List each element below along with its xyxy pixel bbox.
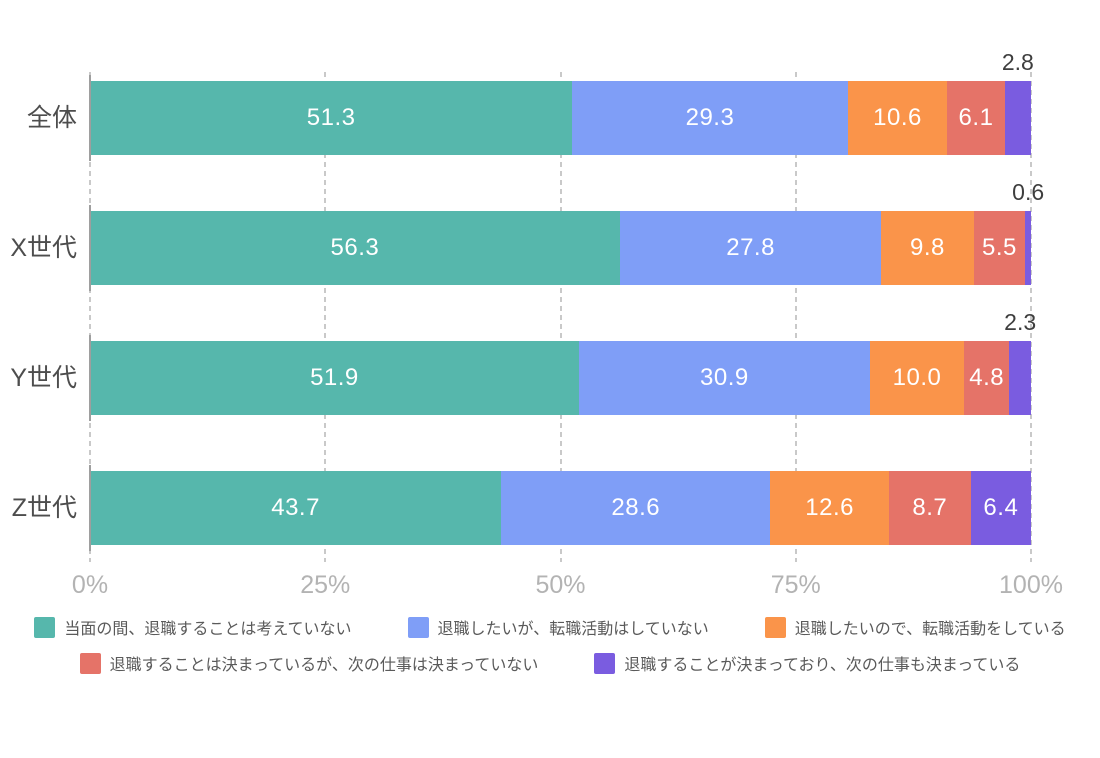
bar-segment: 27.8 [619,211,882,285]
x-axis-tick-label: 50% [535,571,586,599]
legend: 当面の間、退職することは考えていない 退職したいが、転職活動はしていない 退職したい… [20,615,1080,675]
bar-segment: 51.9 [90,341,579,415]
bar-row-X世代: X世代 56.3 27.8 9.8 5.5 0.6 [10,179,1044,291]
bar-row-Z世代: Z世代 43.7 28.6 12.6 8.7 6.4 [12,465,1031,551]
segment-value-label: 10.0 [892,364,942,391]
legend-item: 退職したいが、転職活動はしていない [407,615,709,639]
gridline [324,72,327,562]
segment-value-label: 4.8 [969,364,1005,391]
axis-tick-segment [89,205,91,291]
segment-value-label: 12.6 [805,494,854,521]
bar-segment [1025,211,1031,285]
legend-label: 当面の間、退職することは考えていない [64,621,352,638]
bar-segment: 56.3 [90,211,620,285]
category-label: X世代 [10,234,77,262]
segment-value-label: 5.5 [982,234,1017,261]
legend-label: 退職することは決まっているが、次の仕事は決まっていない [109,657,539,674]
bar-segment: 29.3 [572,81,848,155]
x-axis-tick-label: 0% [71,571,109,599]
gridline [559,72,562,562]
legend-swatch-icon [34,616,56,638]
bar-row-Y世代: Y世代 51.9 30.9 10.0 4.8 2.3 [10,309,1036,421]
segment-value-label: 29.3 [685,104,735,131]
segment-value-label: 6.4 [983,494,1019,521]
bar-segment: 30.9 [578,341,870,415]
x-axis-tick-label: 100% [999,571,1063,599]
segment-value-label: 51.9 [310,364,359,391]
bar-segment: 43.7 [90,471,502,545]
legend-swatch-icon [594,652,616,674]
x-axis-tick-label: 25% [300,571,351,599]
bar-segment: 8.7 [888,471,971,545]
axis-tick-segment [89,75,91,161]
bar-segment: 51.3 [90,81,573,155]
segment-value-label: 27.8 [726,234,775,261]
bar-segment: 5.5 [973,211,1026,285]
legend-item: 当面の間、退職することは考えていない [34,615,352,639]
outside-value-label: 2.3 [1004,309,1037,335]
bar-segment: 28.6 [501,471,771,545]
segment-value-label: 8.7 [912,494,948,521]
bar-segment: 10.6 [847,81,948,155]
segment-value-label: 10.6 [873,104,922,131]
category-label: 全体 [26,104,77,132]
segment-value-label: 51.3 [306,104,356,131]
segment-value-label: 6.1 [958,104,994,131]
legend-label: 退職したいが、転職活動はしていない [437,621,709,638]
segment-value-label: 43.7 [271,494,320,521]
outside-value-label: 2.8 [1001,49,1034,75]
bar-segment: 6.4 [970,471,1031,545]
axis-tick-segment [89,335,91,421]
bar-segment: 9.8 [881,211,974,285]
outside-value-label: 0.6 [1012,179,1045,205]
legend-swatch-icon [407,616,429,638]
legend-item: 退職することは決まっているが、次の仕事は決まっていない [79,651,539,675]
x-axis-tick-label: 75% [770,571,821,599]
gridline [1030,72,1032,562]
category-label: Y世代 [10,364,77,392]
bar-segment [1004,81,1031,155]
legend-label: 退職したいので、転職活動をしている [794,621,1066,638]
legend-item: 退職したいので、転職活動をしている [764,615,1066,639]
legend-swatch-icon [79,652,101,674]
legend-item: 退職することが決まっており、次の仕事も決まっている [594,651,1020,675]
bar-segment: 4.8 [964,341,1010,415]
bar-segment: 12.6 [770,471,889,545]
legend-swatch-icon [764,616,786,638]
bar-segment: 6.1 [947,81,1005,155]
bar-segment: 10.0 [869,341,965,415]
gridline [89,72,91,562]
category-label: Z世代 [11,494,77,522]
bar-segment [1009,341,1031,415]
gridline [794,72,797,562]
plot-area: 0% 25% 50% 75% 100% 全体 51.3 29.3 10.6 6.1 2.8 X世代 56… [10,49,1063,599]
axis-tick-segment [89,465,91,551]
legend-label: 退職することが決まっており、次の仕事も決まっている [624,657,1021,674]
segment-value-label: 56.3 [330,234,380,261]
segment-value-label: 30.9 [700,364,749,391]
segment-value-label: 9.8 [910,234,945,261]
bar-row-全体: 全体 51.3 29.3 10.6 6.1 2.8 [27,49,1034,161]
segment-value-label: 28.6 [611,494,661,521]
